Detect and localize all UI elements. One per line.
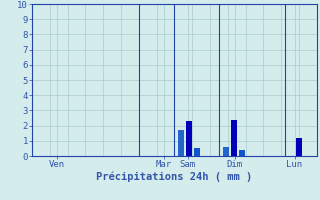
Bar: [239, 150, 245, 156]
Bar: [223, 147, 229, 156]
Bar: [231, 120, 237, 156]
Bar: [178, 130, 184, 156]
Bar: [194, 148, 200, 156]
Bar: [186, 121, 192, 156]
X-axis label: Précipitations 24h ( mm ): Précipitations 24h ( mm ): [96, 172, 252, 182]
Bar: [296, 138, 302, 156]
